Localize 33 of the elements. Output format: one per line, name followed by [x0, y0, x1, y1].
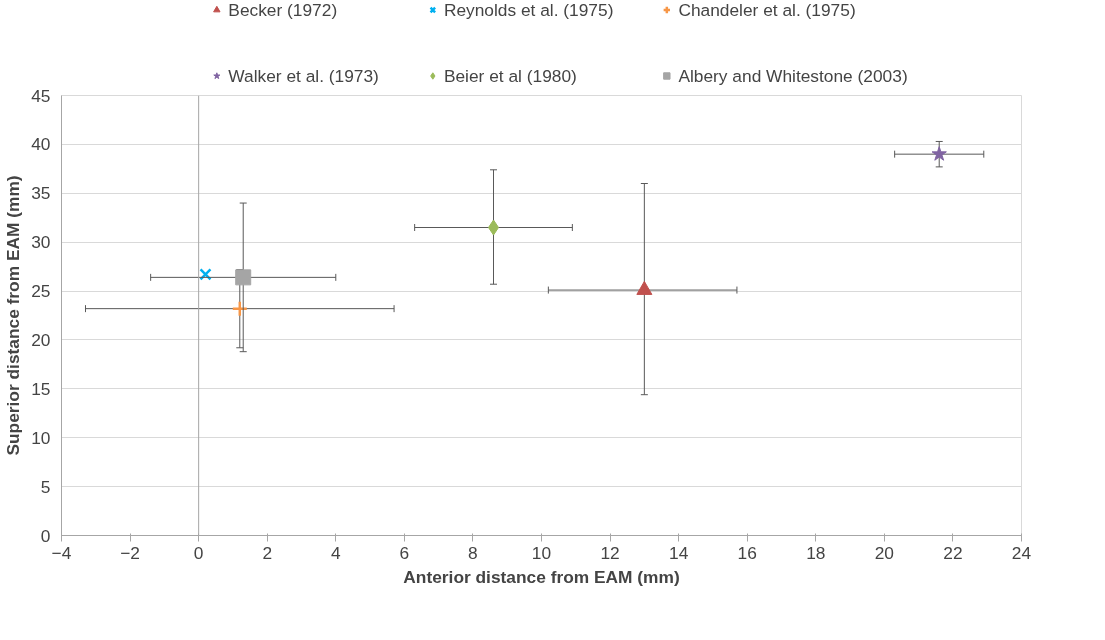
x-tick-label: 10: [531, 542, 552, 563]
legend-label: Walker et al. (1973): [228, 65, 379, 86]
x-tick-label: 20: [874, 542, 894, 563]
x-tick-label: 8: [468, 542, 478, 563]
legend-label: Reynolds et al. (1975): [443, 0, 614, 20]
y-tick-label: 10: [31, 427, 51, 448]
x-tick-label: 22: [943, 542, 963, 563]
legend-label: Chandeler et al. (1975): [678, 0, 856, 20]
x-tick-label: 16: [737, 542, 757, 563]
y-tick-label: 20: [31, 329, 51, 350]
y-tick-label: 5: [40, 476, 51, 497]
x-axis-title: Anterior distance from EAM (mm): [403, 566, 680, 587]
x-tick-label: 6: [399, 542, 410, 563]
y-tick-label: 35: [31, 183, 51, 204]
y-tick-label: 30: [31, 232, 51, 253]
x-tick-label: 4: [330, 542, 341, 563]
x-tick-label: 18: [806, 542, 826, 563]
y-tick-label: 40: [31, 134, 51, 155]
x-tick-label: −2: [120, 542, 140, 563]
y-tick-label: 25: [31, 281, 51, 302]
y-axis-title: Superior distance from EAM (mm): [3, 175, 24, 456]
x-tick-label: 14: [669, 542, 689, 563]
legend-label: Albery and Whitestone (2003): [678, 65, 908, 86]
x-tick-label: 0: [193, 542, 204, 563]
x-tick-label: 2: [262, 542, 273, 563]
legend-label: Becker (1972): [228, 0, 338, 20]
y-tick-label: 45: [31, 85, 51, 106]
x-tick-label: 24: [1011, 542, 1032, 563]
y-tick-label: 15: [31, 378, 51, 399]
x-tick-label: −4: [51, 542, 72, 563]
x-tick-label: 12: [600, 542, 620, 563]
y-tick-label: 0: [40, 525, 51, 546]
legend-label: Beier et al (1980): [443, 65, 577, 86]
